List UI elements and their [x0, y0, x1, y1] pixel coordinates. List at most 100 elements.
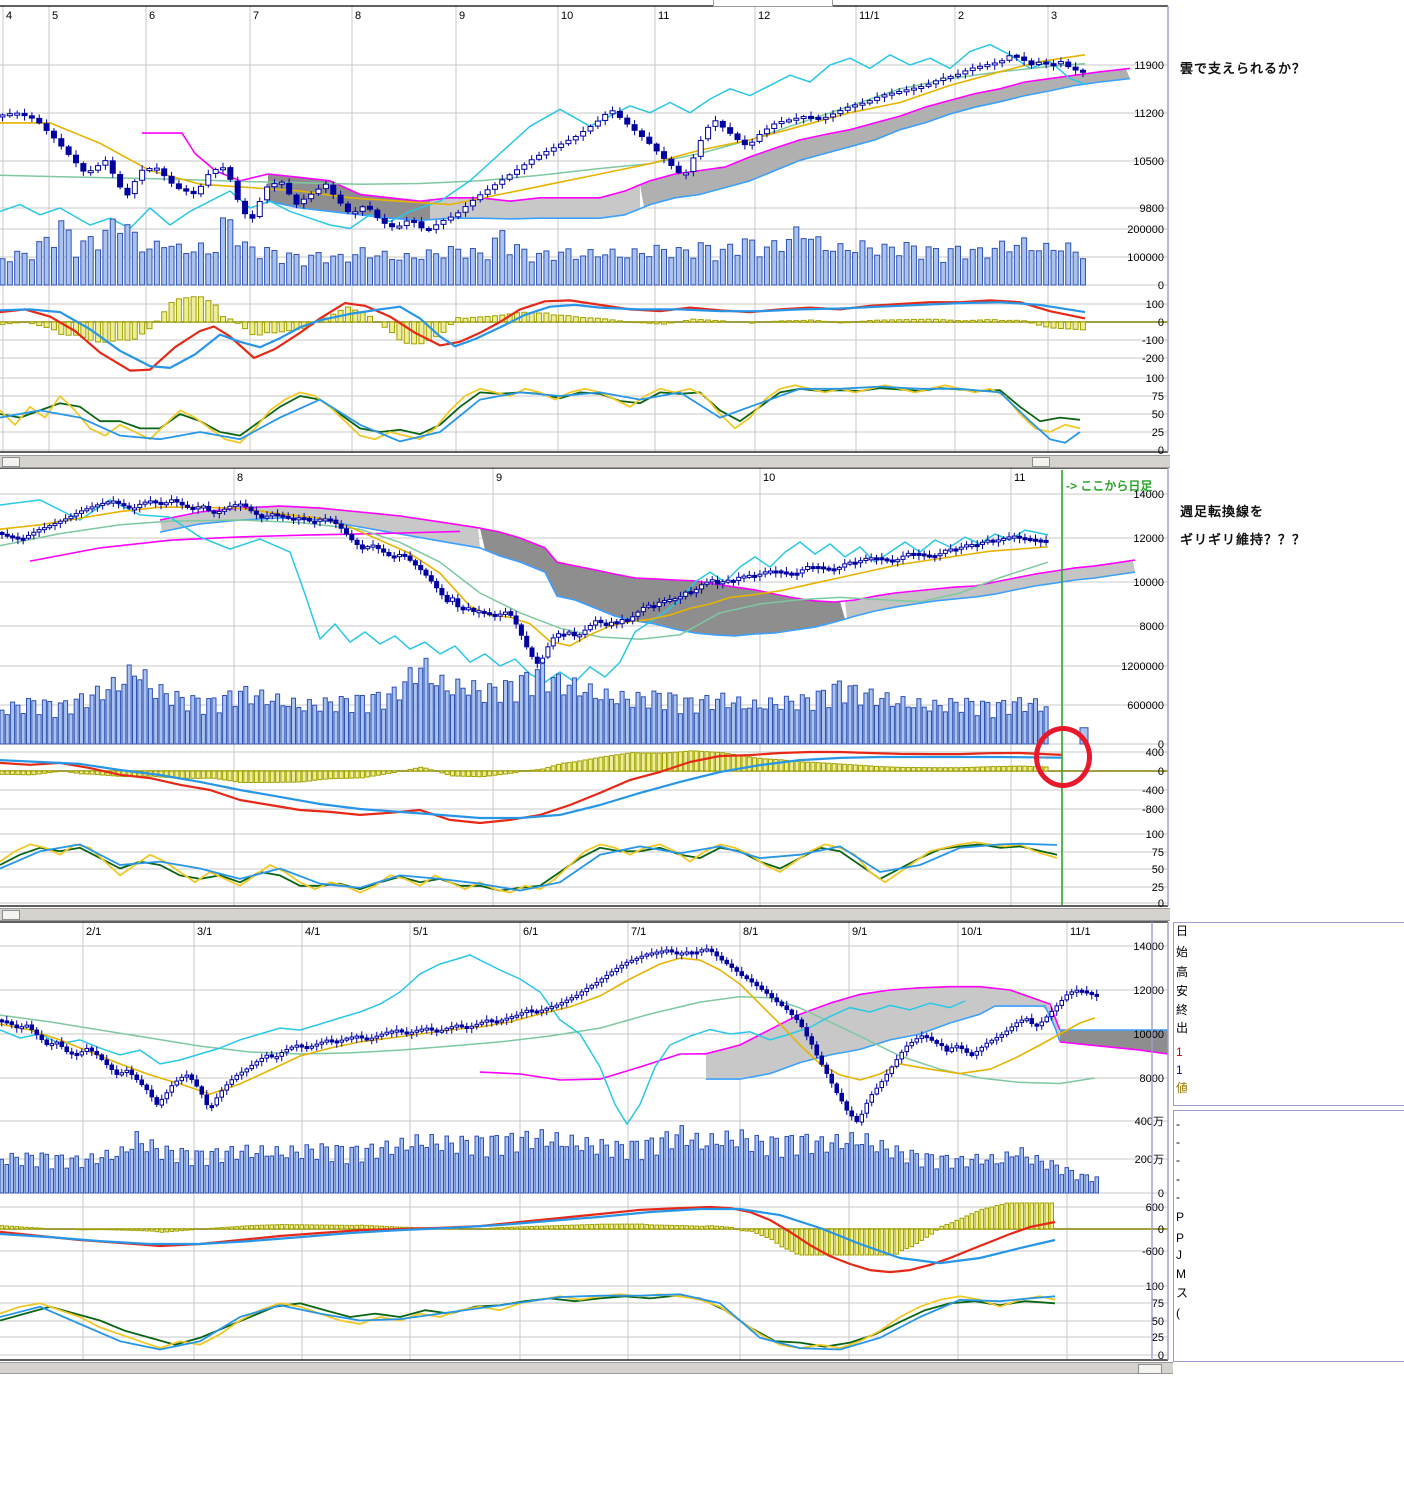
y-axis-label: 0 — [1158, 898, 1164, 910]
x-axis-label: 4/1 — [305, 926, 320, 938]
y-axis-label: 12000 — [1133, 533, 1164, 545]
x-axis-label: 6 — [149, 10, 155, 22]
ma-green — [0, 995, 1096, 1085]
legend-text-fragment: J — [1176, 1248, 1182, 1262]
horizontal-scrollbar-2[interactable] — [0, 908, 1170, 921]
legend-panel-upper — [1173, 922, 1404, 1106]
y-axis-label: 50 — [1152, 864, 1164, 876]
annotation-cloud-support: 雲で支えられるか？ — [1180, 61, 1307, 76]
y-axis-label: 0 — [1158, 280, 1164, 292]
legend-text-fragment: 高 — [1176, 965, 1187, 979]
stoch-gold — [0, 841, 1058, 894]
ma-magenta — [142, 132, 269, 182]
y-axis-label: 14000 — [1133, 941, 1164, 953]
legend-text-fragment: 終 — [1176, 1003, 1187, 1017]
x-axis-label: 11 — [658, 10, 669, 22]
legend-text-fragment: - — [1176, 1135, 1180, 1149]
candlesticks — [0, 50, 1086, 234]
scrollbar-marker[interactable] — [1032, 457, 1050, 467]
ma-gold — [0, 506, 1049, 647]
y-axis-label: 75 — [1152, 847, 1164, 859]
x-axis-label: 5 — [52, 10, 58, 22]
x-axis-label: 9/1 — [852, 926, 867, 938]
stoch-blue — [0, 385, 1081, 444]
ma-green — [0, 519, 1049, 640]
y-axis-label: 0 — [1158, 1188, 1164, 1200]
y-axis-label: 9800 — [1140, 203, 1164, 215]
horizontal-scrollbar-1[interactable] — [0, 455, 1170, 468]
y-axis-label: -800 — [1142, 804, 1164, 816]
y-axis-label: 0 — [1158, 445, 1164, 457]
y-axis-label: 11200 — [1134, 108, 1164, 120]
ma-cyan — [0, 954, 966, 1125]
scrollbar-thumb[interactable] — [1138, 1364, 1162, 1374]
ma-gold — [0, 957, 1096, 1095]
x-axis-label: 8/1 — [743, 926, 758, 938]
ma-cyan — [0, 499, 1049, 683]
ma-gold — [0, 54, 1086, 206]
legend-text-fragment: 1 — [1176, 1063, 1183, 1077]
candlesticks — [0, 495, 1049, 669]
legend-text-fragment: 値 — [1176, 1081, 1187, 1095]
y-axis-label: 25 — [1152, 882, 1164, 894]
annotation-weekly-line-2: ギリギリ維持？？？ — [1180, 532, 1307, 547]
y-axis-label: 600000 — [1127, 700, 1164, 712]
y-axis-label: 100 — [1146, 829, 1164, 841]
x-axis-label: 10 — [561, 10, 573, 22]
ichimoku-cloud — [706, 986, 1060, 1080]
x-axis-label: 2/1 — [86, 926, 101, 938]
x-axis-label: 7/1 — [631, 926, 646, 938]
y-axis-label: 25 — [1152, 427, 1164, 439]
y-axis-label: -100 — [1142, 335, 1164, 347]
cloud-top-edge — [159, 505, 1136, 603]
cloud-bottom-edge — [706, 1005, 1061, 1080]
legend-text-fragment: P — [1176, 1231, 1185, 1245]
x-axis-label: 6/1 — [523, 926, 538, 938]
legend-panel-lower — [1173, 1110, 1404, 1362]
y-axis-label: 100 — [1146, 1281, 1164, 1293]
y-axis-label: 10000 — [1133, 1029, 1164, 1041]
x-axis-label: 11 — [1014, 472, 1025, 484]
y-axis-label: 0 — [1158, 739, 1164, 751]
x-axis-label: 12 — [758, 10, 770, 22]
red-circle-annotation — [1034, 726, 1092, 788]
x-axis-label: 9 — [459, 10, 465, 22]
y-axis-label: 0 — [1158, 1224, 1164, 1236]
stoch-blue — [0, 1293, 1056, 1351]
x-axis-label: 7 — [253, 10, 259, 22]
macd-histogram — [0, 1202, 1054, 1256]
scrollbar-thumb[interactable] — [2, 457, 20, 467]
x-axis-label: 11/1 — [859, 10, 880, 22]
macd-signal-blue — [0, 755, 1063, 820]
x-axis-label: 8 — [355, 10, 361, 22]
x-axis-label: 10 — [763, 472, 775, 484]
x-axis-label: 9 — [496, 472, 502, 484]
y-axis-label: 600 — [1146, 1202, 1164, 1214]
annotation-daily-from-here: -> ここから日足 — [1066, 479, 1153, 493]
stoch-gold — [0, 384, 1081, 444]
stoch-blue — [0, 842, 1058, 892]
ichimoku-cloud — [480, 528, 845, 636]
x-axis-label: 3 — [1051, 10, 1057, 22]
y-axis-label: 1200000 — [1121, 661, 1164, 673]
y-axis-label: -600 — [1142, 1246, 1164, 1258]
legend-text-fragment: - — [1176, 1153, 1180, 1167]
legend-text-fragment: ス — [1176, 1286, 1187, 1300]
y-axis-label: 100000 — [1127, 252, 1164, 264]
window-tab-fragment[interactable] — [713, 0, 833, 7]
x-axis-label: 8 — [237, 472, 243, 484]
x-axis-label: 5/1 — [413, 926, 428, 938]
stoch-green — [0, 843, 1058, 892]
horizontal-scrollbar-3[interactable] — [0, 1362, 1173, 1374]
scrollbar-thumb[interactable] — [2, 910, 20, 920]
volume-bars — [0, 657, 1089, 745]
x-axis-label: 3/1 — [197, 926, 212, 938]
y-axis-label: 8000 — [1140, 621, 1164, 633]
y-axis-label: 400 — [1146, 747, 1164, 759]
annotation-weekly-line-1: 週足転換線を — [1180, 504, 1265, 519]
cloud-bottom-edge — [267, 77, 1131, 222]
macd-line-red — [0, 1205, 1056, 1274]
y-axis-label: 10000 — [1133, 577, 1164, 589]
legend-text-fragment: - — [1176, 1190, 1180, 1204]
